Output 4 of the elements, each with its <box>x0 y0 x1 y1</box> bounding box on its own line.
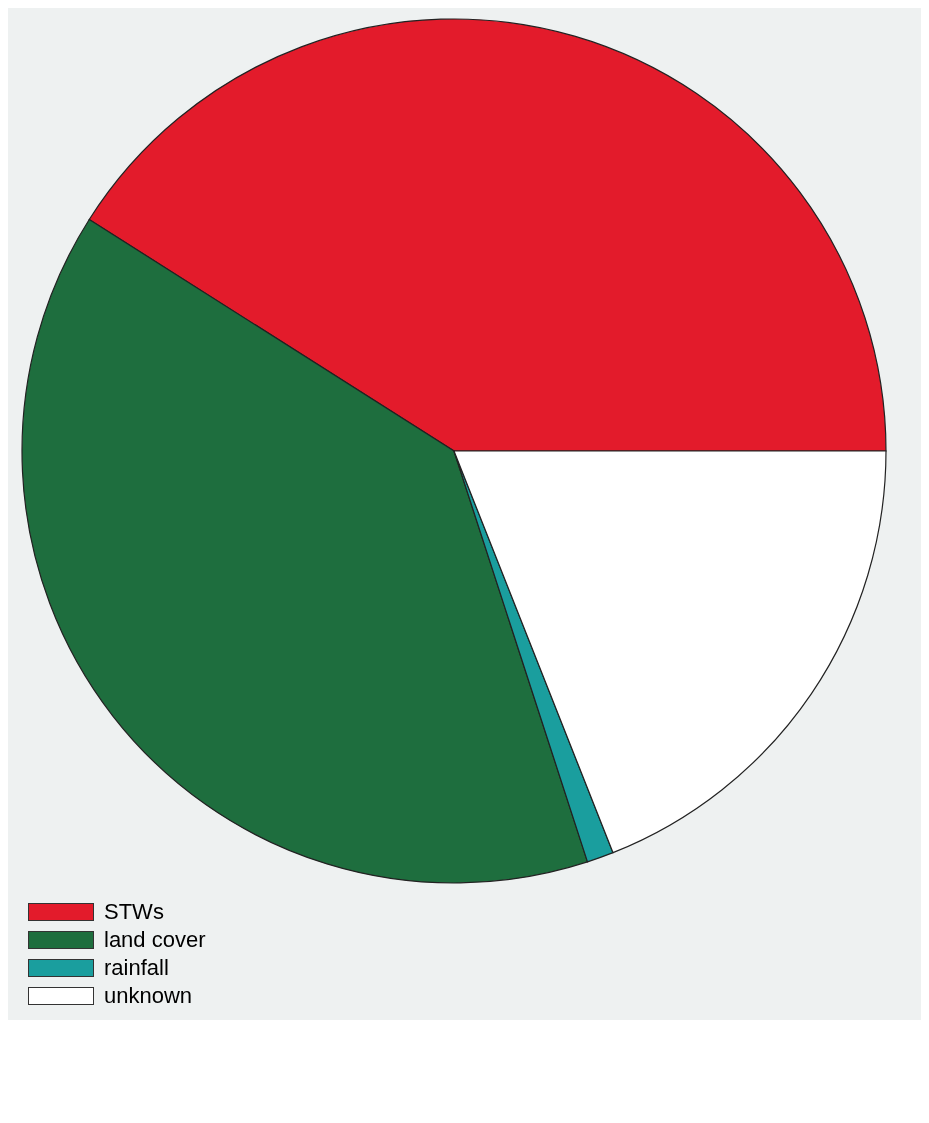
legend-label: unknown <box>104 983 193 1009</box>
legend-label: STWs <box>104 899 164 925</box>
legend-label: rainfall <box>104 955 169 981</box>
legend-label: land cover <box>104 927 206 953</box>
